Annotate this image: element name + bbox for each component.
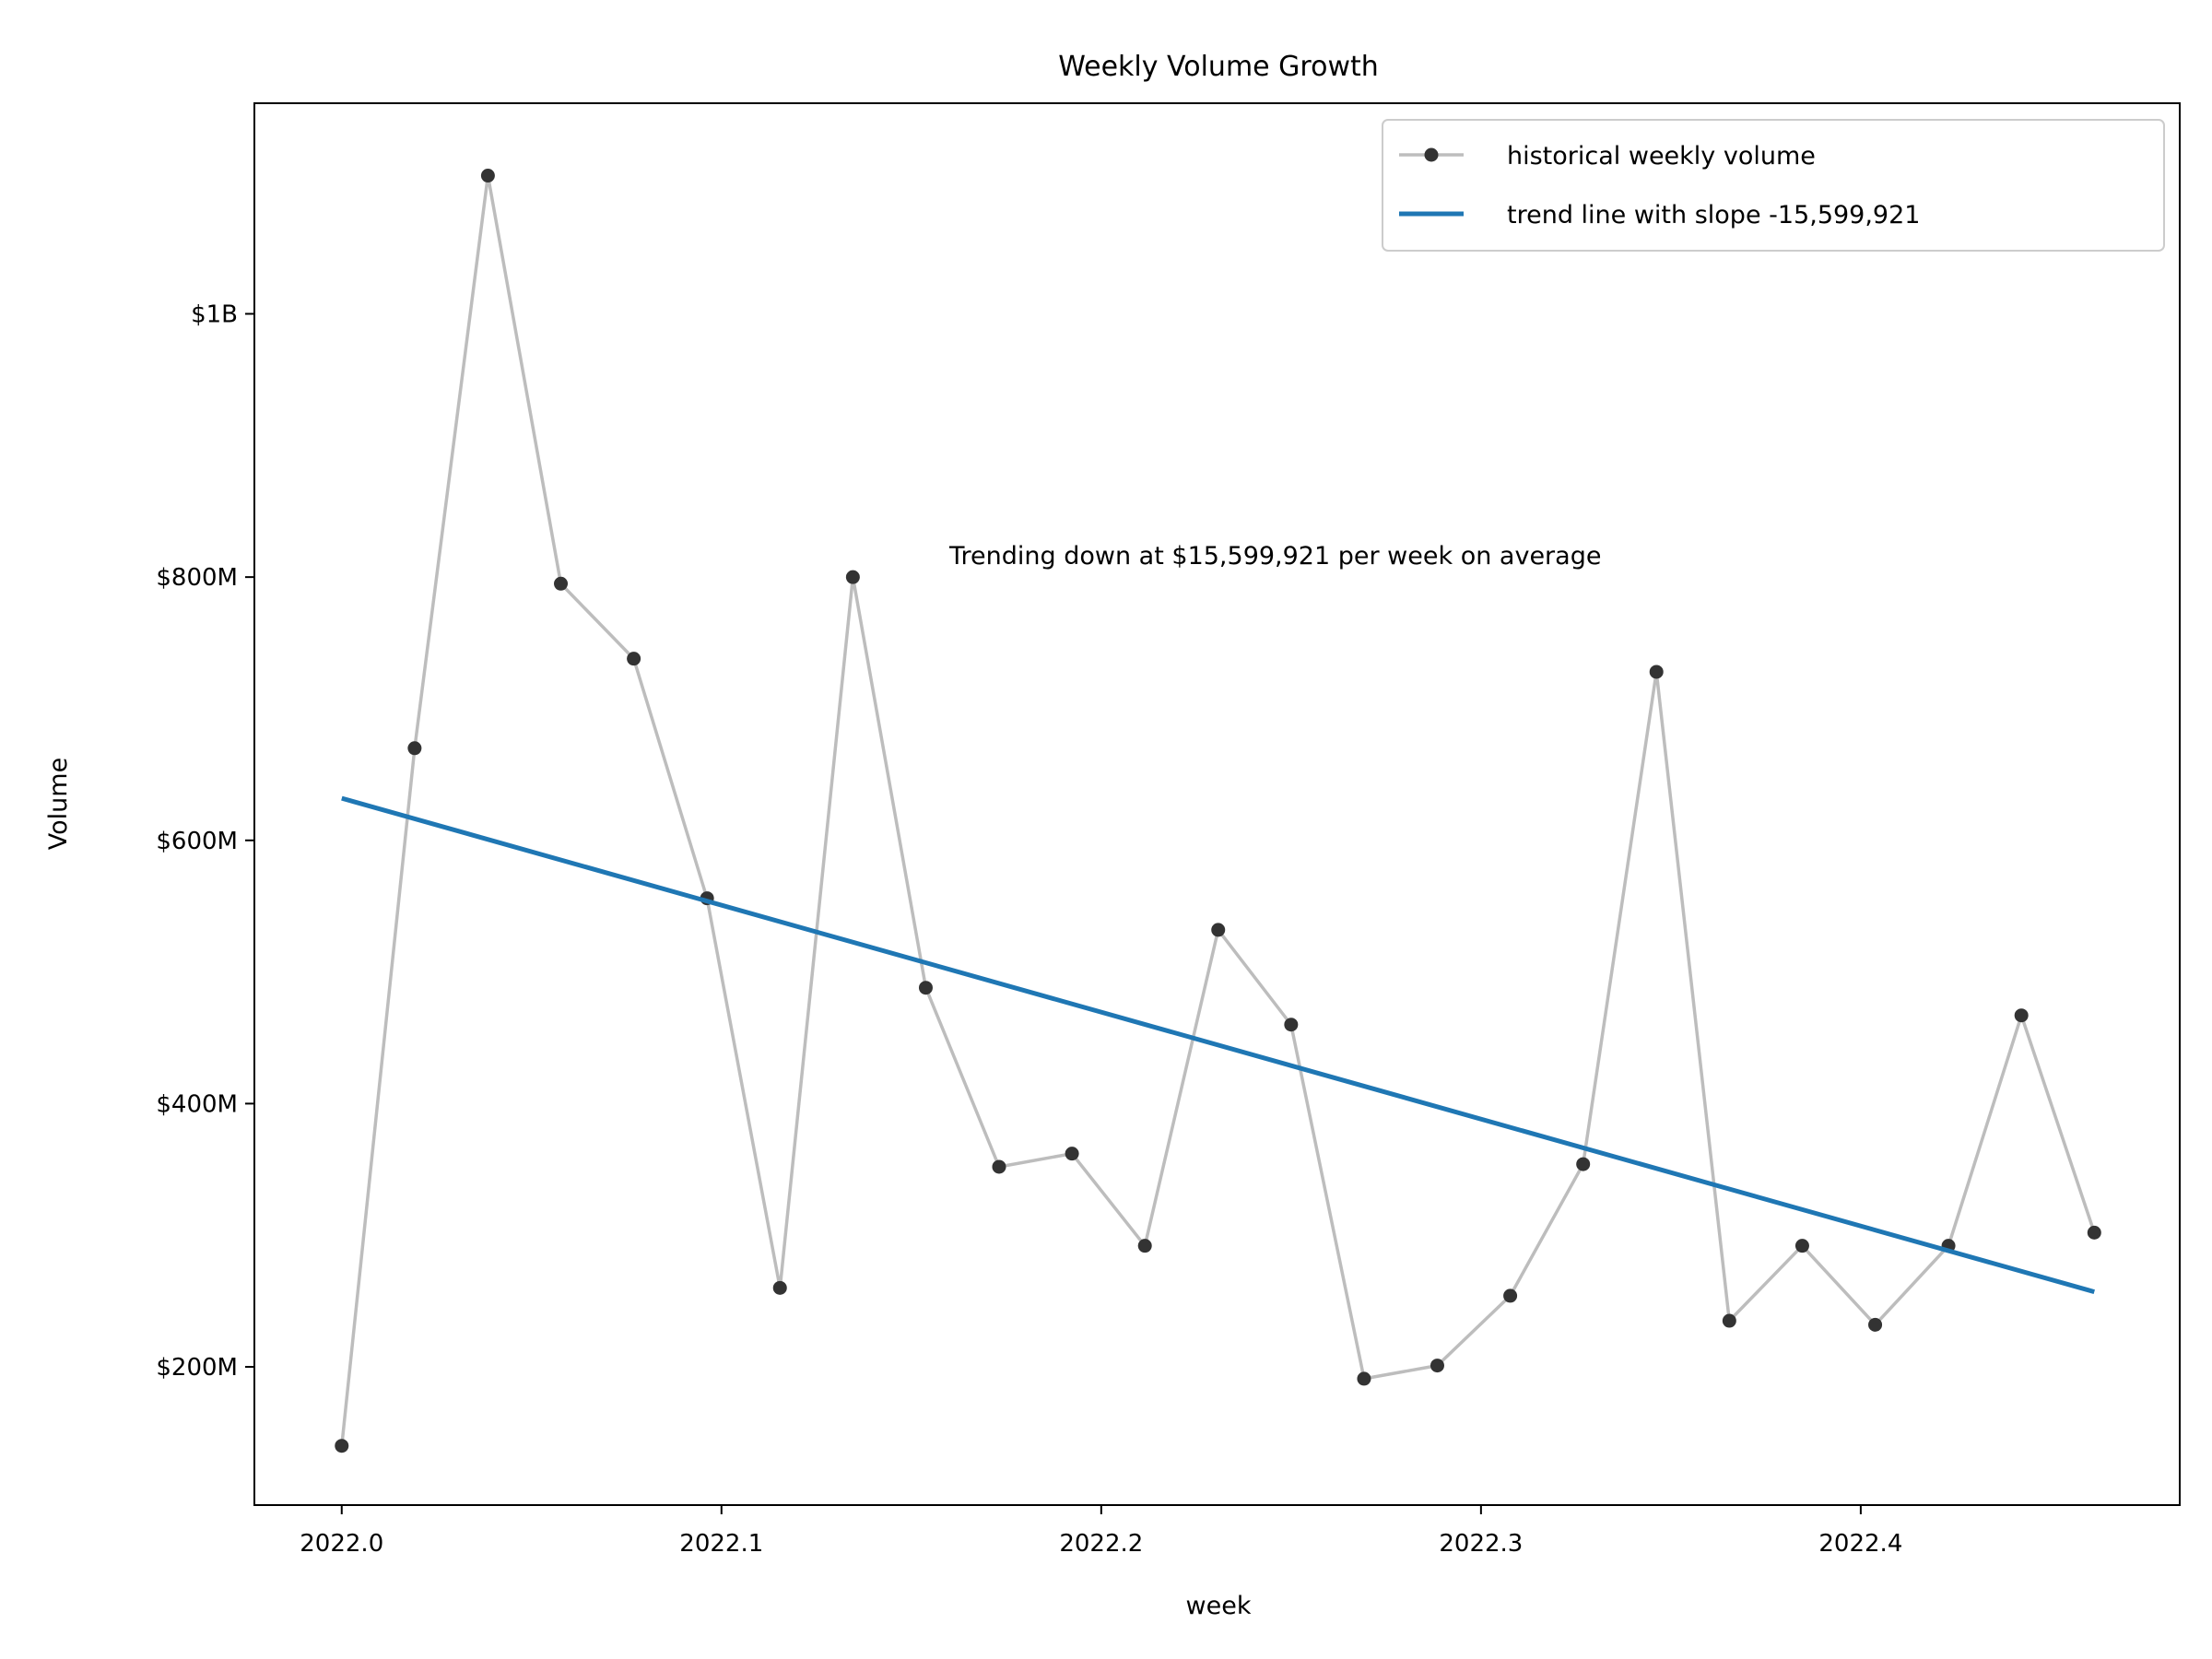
data-point — [2014, 1008, 2029, 1023]
data-point — [1430, 1359, 1444, 1373]
x-axis-ticks: 2022.0 2022.1 2022.2 2022.3 2022.4 — [300, 1505, 1902, 1558]
legend-label: trend line with slope -15,599,921 — [1507, 201, 1920, 229]
legend-marker — [1424, 147, 1439, 162]
data-point — [992, 1159, 1006, 1174]
data-point — [1576, 1157, 1591, 1171]
data-point — [1649, 665, 1664, 679]
data-point — [480, 169, 495, 183]
y-tick-label: $800M — [156, 564, 238, 592]
data-point — [918, 981, 933, 995]
data-point — [1503, 1288, 1518, 1303]
data-point — [2087, 1225, 2101, 1240]
legend-box — [1382, 119, 2165, 252]
x-tick-label: 2022.4 — [1818, 1530, 1902, 1558]
data-point — [1137, 1239, 1152, 1253]
x-tick-label: 2022.0 — [300, 1530, 383, 1558]
data-point — [1284, 1018, 1299, 1032]
plot-area-frame — [253, 102, 2181, 1506]
chart-title: Weekly Volume Growth — [1058, 51, 1379, 83]
data-point — [627, 652, 641, 666]
series-layer — [335, 169, 2101, 1453]
x-axis-title: week — [1186, 1592, 1252, 1620]
data-point — [407, 741, 422, 756]
annotation-layer: Trending down at $15,599,921 per week on… — [948, 542, 1601, 571]
data-point — [845, 570, 860, 584]
data-point — [554, 576, 569, 591]
data-point — [1722, 1313, 1736, 1328]
x-tick-label: 2022.1 — [679, 1530, 763, 1558]
data-point — [772, 1280, 787, 1295]
legend: historical weekly volume trend line with … — [1382, 119, 2165, 252]
y-axis-title: Volume — [44, 758, 73, 850]
y-tick-label: $1B — [191, 301, 238, 329]
trend-line — [341, 795, 2095, 1295]
x-tick-label: 2022.2 — [1059, 1530, 1143, 1558]
data-point — [1794, 1239, 1809, 1253]
data-point — [1211, 923, 1226, 937]
y-tick-label: $600M — [156, 828, 238, 855]
data-point — [1868, 1317, 1883, 1332]
y-tick-label: $200M — [156, 1354, 238, 1382]
data-point — [335, 1439, 349, 1453]
legend-label: historical weekly volume — [1507, 142, 1816, 171]
y-axis-ticks: $200M $400M $600M $800M $1B — [156, 301, 254, 1382]
trend-annotation: Trending down at $15,599,921 per week on… — [948, 542, 1601, 571]
data-point — [1357, 1371, 1371, 1386]
y-tick-label: $400M — [156, 1090, 238, 1118]
data-point — [1065, 1147, 1079, 1161]
x-tick-label: 2022.3 — [1439, 1530, 1523, 1558]
